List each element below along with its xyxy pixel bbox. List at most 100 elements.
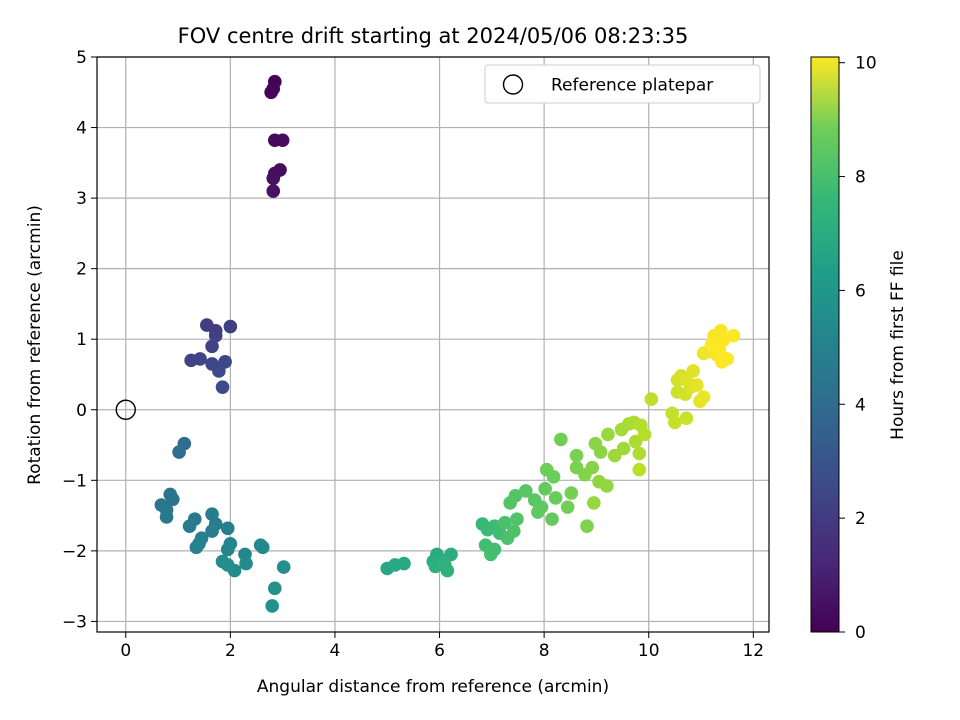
y-axis-label: Rotation from reference (arcmin) [25,205,45,485]
reference-platepar-marker [115,399,136,420]
y-tick-label: 4 [76,119,87,139]
y-tick-label: 0 [76,401,87,421]
data-point [715,354,729,369]
x-tick-label: 4 [330,641,341,661]
legend: Reference platepar [484,64,761,104]
x-axis-ticks: 0 2 4 6 8 10 12 [120,632,764,661]
data-point [264,85,278,100]
data-point [668,415,682,430]
plot-frame [96,56,770,633]
data-point [436,556,451,571]
legend-label: Reference platepar [551,76,713,96]
x-tick-label: 8 [539,641,550,661]
data-point [539,462,554,477]
data-point [220,542,235,557]
data-point [275,133,290,148]
y-tick-label: 3 [76,189,87,209]
y-tick-label: 5 [76,48,87,68]
data-point [580,519,594,533]
data-point [564,486,579,500]
data-point [726,328,741,343]
data-point [205,339,219,354]
data-point [632,446,647,461]
data-point [510,512,524,526]
y-tick-label: 1 [76,330,87,350]
data-point [690,378,704,392]
data-point [679,411,694,426]
data-point [637,427,652,442]
data-point [548,491,563,505]
colorbar-tick-label: 6 [855,281,866,301]
data-point [208,328,223,343]
data-point [444,547,458,562]
data-point [172,445,186,459]
data-point [538,481,552,496]
data-point [554,432,568,447]
data-point [601,427,615,442]
data-point [632,462,647,477]
colorbar-frame [810,56,840,633]
data-point [696,390,711,404]
data-point [220,521,235,536]
data-point [239,556,253,571]
y-axis-ticks: −3 −2 −1 0 1 2 3 4 5 [62,48,97,632]
colorbar-tick-label: 8 [855,168,866,188]
data-point [266,171,281,186]
data-point [215,380,230,394]
data-point [193,352,207,366]
data-point [498,515,512,530]
data-point [587,496,601,510]
data-point [616,441,631,456]
data-point [545,512,559,526]
x-tick-label: 2 [225,641,236,661]
data-point [159,510,174,524]
data-point [189,540,204,555]
data-point [644,392,659,406]
data-point [166,492,180,507]
data-point [560,500,575,514]
x-axis-label: Angular distance from reference (arcmin) [257,677,609,697]
colorbar-tick-label: 4 [855,395,866,415]
data-point [276,560,291,574]
data-point [686,364,700,378]
data-point [268,581,282,596]
legend-box [484,64,761,104]
data-point [531,505,545,519]
data-point [508,489,523,503]
y-tick-label: −2 [62,542,87,562]
data-point [600,479,614,493]
data-point [569,448,584,463]
data-point [593,445,608,459]
data-points [154,74,741,613]
data-point [265,599,279,613]
legend-marker-icon [502,74,524,95]
data-point [255,540,270,555]
y-tick-label: −1 [62,471,87,491]
colorbar-ticks: 0 2 4 6 8 10 [839,54,877,643]
colorbar-tick-label: 10 [855,54,877,74]
data-point [483,547,498,562]
data-point [182,519,197,533]
data-point [220,558,235,572]
data-point [704,338,719,352]
chart-title: FOV centre drift starting at 2024/05/06 … [178,24,689,48]
data-point [585,460,600,475]
x-tick-label: 6 [434,641,445,661]
colorbar [811,57,839,632]
grid [97,56,769,632]
data-point [212,364,226,378]
data-point [519,484,533,498]
y-tick-label: 2 [76,260,87,280]
data-point [205,524,219,538]
data-point [223,319,238,334]
x-tick-label: 10 [638,641,660,661]
colorbar-tick-label: 2 [855,509,866,529]
colorbar-label: Hours from first FF file [888,250,908,440]
y-tick-label: −3 [62,612,87,632]
data-point [266,184,281,198]
x-tick-label: 12 [742,641,764,661]
x-tick-label: 0 [120,641,131,661]
data-point [397,556,411,571]
colorbar-tick-label: 0 [855,623,866,643]
